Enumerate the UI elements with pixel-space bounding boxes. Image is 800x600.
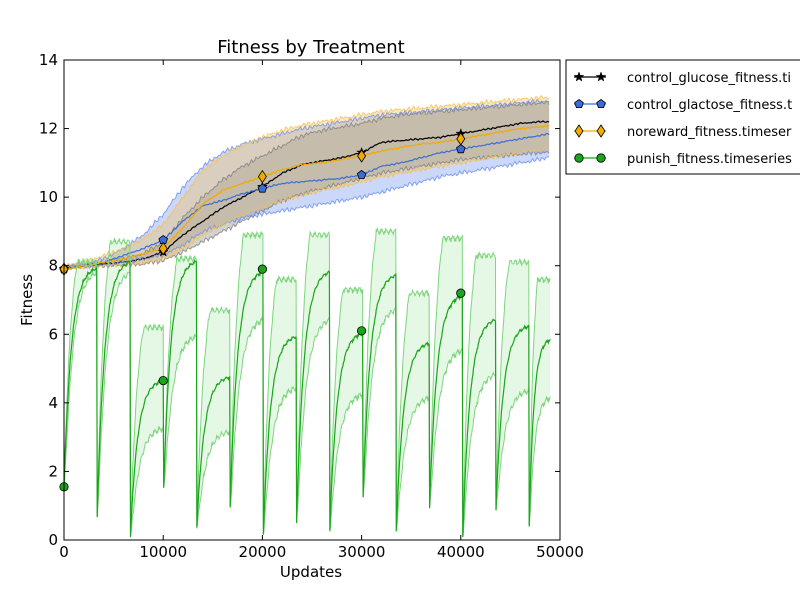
series-line-punish <box>64 259 551 537</box>
y-tick-label: 0 <box>48 531 58 549</box>
marker-2-3 <box>357 149 367 163</box>
series-line-2 <box>64 124 550 270</box>
x-tick-label: 50000 <box>536 543 584 561</box>
legend-marker-0 <box>573 71 585 82</box>
y-tick-label: 10 <box>39 188 58 206</box>
x-tick-label: 20000 <box>239 543 287 561</box>
band-upper-1 <box>64 98 550 268</box>
marker-1-2 <box>257 183 268 193</box>
legend-marker-b-1 <box>596 99 606 108</box>
band-lower-punish <box>64 270 551 538</box>
legend-marker-2 <box>574 124 584 138</box>
band-1 <box>64 99 550 270</box>
marker-3-1 <box>158 375 168 386</box>
y-tick-label: 12 <box>39 120 58 138</box>
y-tick-label: 2 <box>48 462 58 480</box>
legend-marker-b-3 <box>596 153 606 163</box>
x-tick-label: 40000 <box>437 543 485 561</box>
y-tick-label: 6 <box>48 325 58 343</box>
x-tick-label: 0 <box>59 543 69 561</box>
x-axis-label: Updates <box>280 563 342 581</box>
legend-marker-1 <box>574 99 584 108</box>
marker-3-3 <box>356 326 367 336</box>
marker-2-2 <box>257 169 267 184</box>
band-punish <box>64 228 551 538</box>
y-tick-label: 8 <box>48 257 58 275</box>
band-upper-punish <box>64 226 551 538</box>
legend-box <box>565 59 800 175</box>
marker-2-1 <box>158 241 168 256</box>
y-tick-label: 4 <box>48 394 58 412</box>
legend-marker-3 <box>574 153 584 163</box>
plot-area-frame <box>63 59 561 541</box>
marker-2-4 <box>456 132 466 146</box>
band-upper-2 <box>64 94 550 269</box>
marker-3-4 <box>456 288 466 298</box>
legend-label-2: noreward_fitness.timeser <box>627 125 792 140</box>
x-tick-label: 30000 <box>338 543 386 561</box>
series-line-1 <box>64 132 550 271</box>
band-lower-2 <box>64 145 550 273</box>
chart-title: Fitness by Treatment <box>217 37 404 58</box>
band-2 <box>64 95 550 272</box>
y-tick-label: 14 <box>39 51 58 69</box>
legend-marker-b-0 <box>595 71 607 82</box>
legend-marker-b-2 <box>596 124 606 138</box>
legend-label-0: control_glucose_fitness.ti <box>627 71 791 86</box>
legend-label-1: control_glactose_fitness.t <box>627 98 792 113</box>
marker-1-3 <box>356 169 367 179</box>
marker-3-2 <box>257 264 267 274</box>
legend-label-3: punish_fitness.timeseries <box>627 152 792 167</box>
legend: control_glucose_fitness.ti control_glacto… <box>565 59 800 175</box>
x-tick-label: 10000 <box>139 543 187 561</box>
marker-1-4 <box>456 144 466 154</box>
y-axis-label: Fitness <box>18 274 36 326</box>
band-lower-1 <box>64 156 550 271</box>
